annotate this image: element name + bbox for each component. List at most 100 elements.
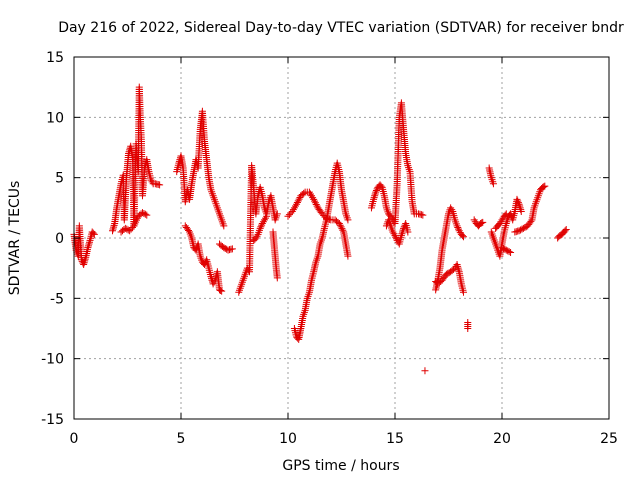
data-point bbox=[507, 248, 515, 256]
data-point bbox=[306, 190, 314, 198]
data-point bbox=[81, 257, 89, 265]
data-point bbox=[344, 216, 352, 224]
data-point bbox=[295, 195, 303, 203]
data-point bbox=[127, 225, 135, 233]
data-point bbox=[84, 242, 92, 250]
data-point bbox=[514, 197, 522, 205]
data-point bbox=[370, 195, 378, 203]
data-point bbox=[320, 211, 328, 219]
data-point bbox=[89, 229, 97, 237]
y-tick-label: 0 bbox=[55, 231, 64, 247]
data-point bbox=[541, 182, 549, 190]
y-tick-label: -5 bbox=[50, 291, 64, 307]
data-point bbox=[371, 190, 379, 198]
data-point bbox=[258, 220, 266, 228]
data-point bbox=[398, 230, 406, 238]
data-point bbox=[217, 286, 225, 294]
data-point bbox=[478, 219, 486, 227]
data-point bbox=[513, 195, 521, 203]
y-tick-label: -10 bbox=[41, 352, 64, 368]
data-point bbox=[110, 221, 118, 229]
data-point bbox=[305, 188, 313, 196]
data-point bbox=[391, 232, 399, 240]
data-point bbox=[110, 223, 118, 231]
data-point bbox=[562, 226, 570, 234]
data-point bbox=[147, 176, 155, 184]
data-point bbox=[259, 218, 267, 226]
data-point bbox=[300, 189, 308, 197]
x-tick-label: 10 bbox=[279, 431, 297, 447]
data-point bbox=[517, 207, 525, 215]
x-tick-label: 25 bbox=[600, 431, 618, 447]
data-point bbox=[148, 178, 156, 186]
data-point bbox=[338, 225, 346, 233]
data-point bbox=[252, 234, 260, 242]
data-point bbox=[527, 217, 535, 225]
data-point bbox=[80, 261, 88, 269]
data-point bbox=[284, 212, 292, 220]
axis-ticks bbox=[73, 56, 610, 420]
y-axis-label: SDTVAR / TECUs bbox=[7, 181, 23, 296]
data-point bbox=[454, 224, 462, 232]
data-point bbox=[448, 206, 456, 214]
data-point bbox=[220, 244, 228, 252]
data-point bbox=[464, 325, 472, 332]
data-point bbox=[228, 245, 236, 253]
x-axis-label: GPS time / hours bbox=[282, 458, 399, 474]
data-point bbox=[517, 226, 525, 234]
y-tick-label: 15 bbox=[46, 50, 64, 66]
data-point bbox=[256, 224, 264, 232]
data-point bbox=[84, 244, 92, 252]
data-point bbox=[442, 270, 450, 278]
x-tick-label: 5 bbox=[177, 431, 186, 447]
data-point bbox=[336, 221, 344, 229]
data-point bbox=[311, 197, 319, 205]
data-point bbox=[80, 259, 88, 267]
data-point bbox=[337, 223, 345, 231]
data-point bbox=[499, 244, 507, 252]
data-point bbox=[497, 218, 505, 226]
data-point bbox=[156, 181, 164, 189]
data-point bbox=[109, 225, 117, 233]
data-point bbox=[454, 262, 462, 270]
data-point bbox=[502, 220, 510, 228]
data-point bbox=[85, 240, 93, 248]
data-point bbox=[397, 232, 405, 240]
data-point bbox=[308, 192, 316, 200]
data-point bbox=[311, 199, 319, 207]
data-point bbox=[387, 212, 395, 220]
data-point bbox=[126, 227, 134, 235]
data-point bbox=[470, 216, 478, 224]
data-point bbox=[444, 269, 452, 277]
data-point bbox=[521, 224, 529, 232]
data-point bbox=[517, 206, 525, 214]
data-point bbox=[454, 225, 462, 233]
data-point bbox=[459, 288, 467, 296]
data-point bbox=[372, 188, 380, 196]
data-point bbox=[453, 222, 461, 230]
x-tick-label: 0 bbox=[70, 431, 79, 447]
data-point bbox=[253, 232, 261, 240]
data-point bbox=[339, 226, 347, 234]
data-point bbox=[263, 212, 271, 220]
data-point bbox=[293, 200, 301, 208]
data-point bbox=[392, 235, 400, 243]
data-point bbox=[458, 232, 466, 240]
data-point bbox=[220, 222, 228, 230]
data-point bbox=[86, 238, 94, 246]
data-point bbox=[285, 211, 293, 219]
data-point bbox=[459, 233, 467, 241]
data-point bbox=[318, 210, 326, 218]
y-tick-label: -15 bbox=[41, 412, 64, 428]
data-point bbox=[498, 216, 506, 224]
data-point bbox=[124, 226, 132, 234]
data-point bbox=[455, 266, 463, 274]
data-point bbox=[518, 225, 526, 233]
data-point bbox=[90, 230, 98, 238]
data-point bbox=[335, 220, 343, 228]
data-point bbox=[389, 228, 397, 236]
data-point bbox=[479, 218, 487, 226]
data-point bbox=[273, 210, 281, 218]
data-point bbox=[372, 187, 380, 195]
